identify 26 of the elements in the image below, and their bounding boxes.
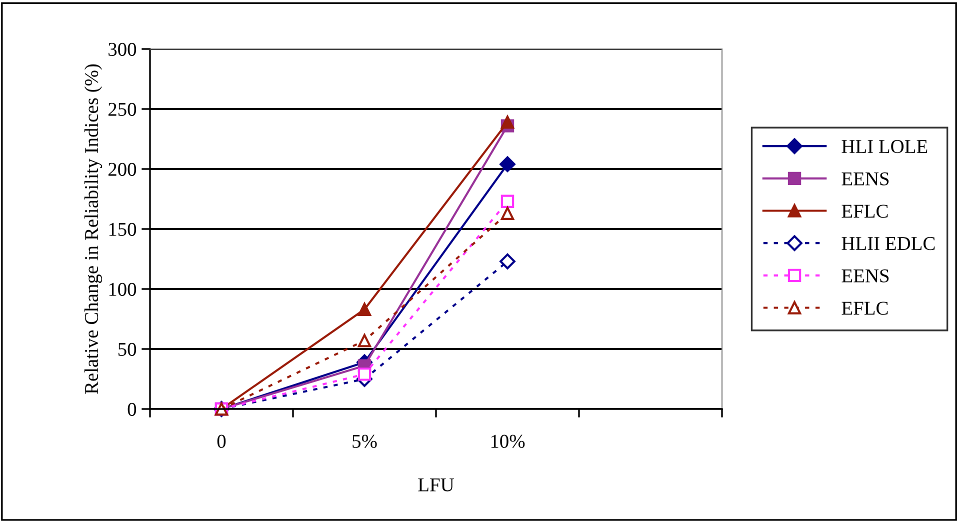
legend-label: EFLC xyxy=(842,204,888,218)
point xyxy=(358,368,372,381)
x-tick-label: 5% xyxy=(352,434,377,448)
point xyxy=(500,156,516,172)
legend-label: HLI LOLE xyxy=(842,140,928,154)
y-tick-label: 0 xyxy=(128,402,136,416)
x-tick-label: 10% xyxy=(491,434,525,448)
legend-label: EENS xyxy=(842,269,889,282)
y-axis-title: Relative Change in Reliability Indices (%) xyxy=(84,64,102,394)
point xyxy=(500,253,516,270)
y-tick-label: 250 xyxy=(108,102,136,116)
y-tick-label: 100 xyxy=(109,282,136,296)
y-tick-label: 300 xyxy=(108,42,136,56)
y-tick-label: 50 xyxy=(118,342,136,356)
point xyxy=(500,194,514,208)
legend-label: HLII EDLC xyxy=(842,237,935,250)
legend-label: EFLC xyxy=(842,302,888,315)
point xyxy=(358,334,372,348)
point xyxy=(500,116,514,129)
legend-label: EENS xyxy=(842,172,889,186)
y-tick-label: 200 xyxy=(108,162,136,176)
point xyxy=(358,302,372,316)
point xyxy=(500,206,514,220)
x-tick-label: 0 xyxy=(217,434,226,448)
x-axis-title: LFU xyxy=(418,478,454,492)
y-tick-label: 150 xyxy=(109,222,136,236)
